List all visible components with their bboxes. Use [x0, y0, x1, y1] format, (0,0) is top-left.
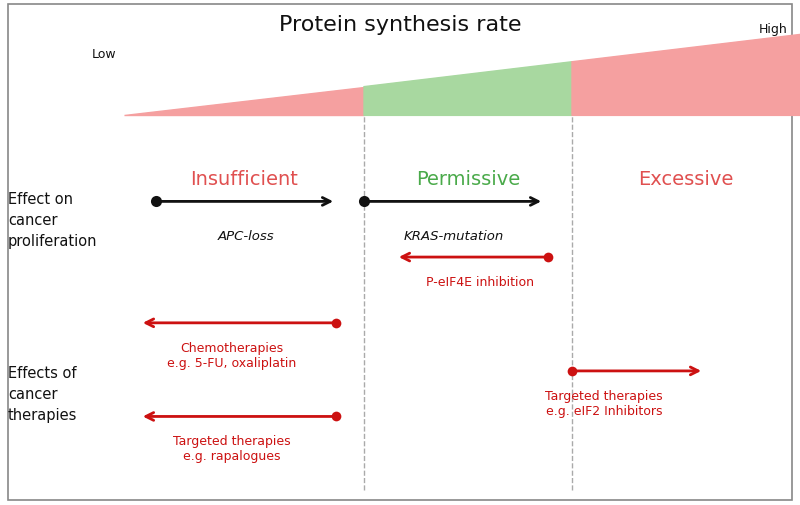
- Text: Targeted therapies
e.g. rapalogues: Targeted therapies e.g. rapalogues: [173, 434, 291, 462]
- Text: P-eIF4E inhibition: P-eIF4E inhibition: [426, 275, 534, 288]
- Text: Effect on
cancer
proliferation: Effect on cancer proliferation: [8, 191, 98, 248]
- Text: KRAS-mutation: KRAS-mutation: [404, 230, 504, 243]
- Polygon shape: [364, 63, 572, 116]
- Text: Permissive: Permissive: [416, 170, 520, 189]
- Text: Effects of
cancer
therapies: Effects of cancer therapies: [8, 366, 78, 422]
- Text: Targeted therapies
e.g. eIF2 Inhibitors: Targeted therapies e.g. eIF2 Inhibitors: [545, 389, 663, 417]
- Text: Chemotherapies
e.g. 5-FU, oxaliplatin: Chemotherapies e.g. 5-FU, oxaliplatin: [167, 341, 297, 369]
- Text: Protein synthesis rate: Protein synthesis rate: [278, 15, 522, 35]
- Text: APC-loss: APC-loss: [218, 230, 274, 243]
- Text: Low: Low: [92, 48, 117, 61]
- Text: High: High: [759, 23, 788, 36]
- Polygon shape: [572, 35, 800, 116]
- Text: Insufficient: Insufficient: [190, 170, 298, 189]
- Text: Excessive: Excessive: [638, 170, 734, 189]
- Polygon shape: [124, 87, 364, 116]
